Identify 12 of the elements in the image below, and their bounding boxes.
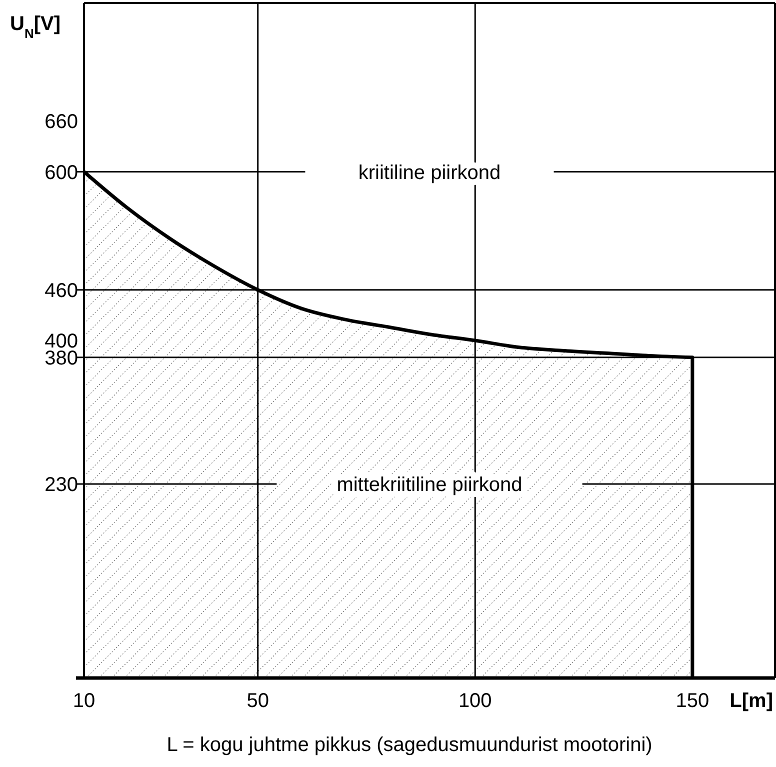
y-tick-label: 600 (44, 162, 78, 184)
y-tick-label: 230 (44, 474, 78, 496)
x-tick-label: 10 (72, 690, 96, 712)
y-tick-label: 460 (44, 280, 78, 302)
y-axis-title: U$_{N}$[V] (10, 13, 61, 40)
x-axis-title: L[m] (730, 690, 773, 712)
x-tick-label: 50 (246, 690, 269, 712)
y-tick-label: 660 (44, 111, 78, 134)
y-tick-label: 380 (44, 347, 78, 370)
x-tick-label: 150 (676, 690, 710, 712)
text: L = kogu juhtme pikkus (sagedusmuundurist mootorini) (166, 734, 652, 756)
x-tick-label: 100 (458, 690, 492, 712)
